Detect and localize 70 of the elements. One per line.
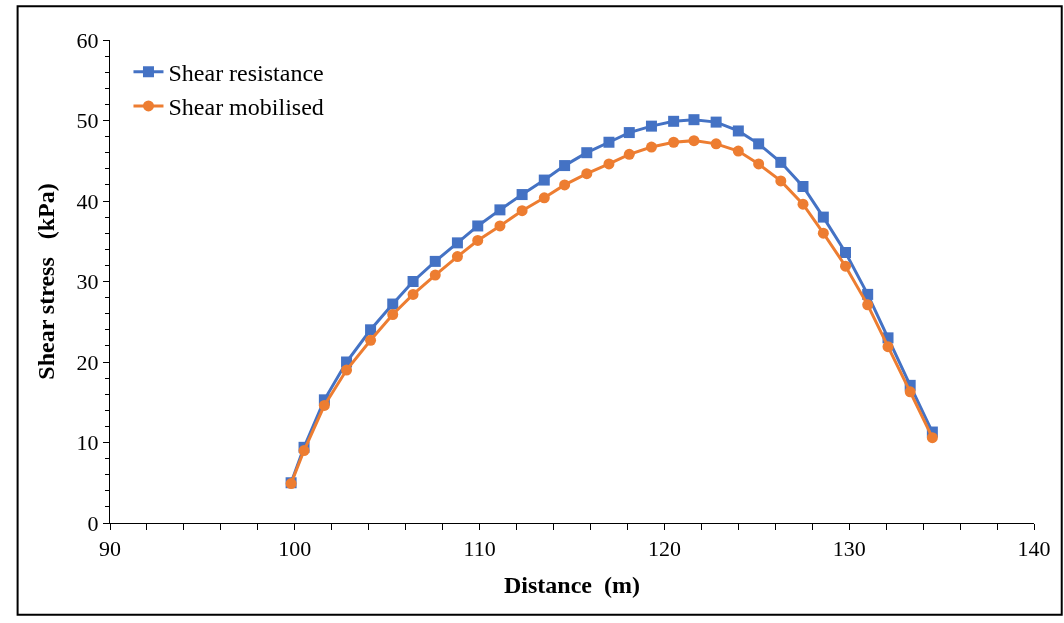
x-axis-title: Distance (m) (504, 571, 640, 598)
point (862, 299, 874, 311)
x-tick-label: 90 (99, 536, 121, 562)
x-tick-label: 140 (1017, 536, 1051, 562)
point (603, 136, 615, 148)
point (753, 158, 765, 170)
point (318, 399, 330, 411)
point (710, 116, 722, 128)
y-tick-label: 10 (76, 430, 99, 456)
point (298, 445, 310, 457)
point (429, 255, 441, 267)
point (797, 198, 809, 210)
y-tick-label: 60 (76, 27, 99, 53)
legend-label: Shear mobilised (168, 94, 324, 121)
y-axis-title: Shear stress (kPa) (32, 183, 59, 380)
point (559, 179, 571, 191)
point (840, 260, 851, 272)
x-tick-label: 130 (832, 536, 866, 562)
point (904, 386, 916, 398)
point (817, 211, 829, 223)
point (538, 174, 550, 186)
point (451, 251, 463, 263)
point (494, 220, 506, 232)
point (753, 138, 765, 150)
y-tick-label: 30 (76, 269, 99, 295)
legend-label: Shear resistance (168, 60, 324, 87)
point (688, 135, 700, 147)
x-tick-label: 100 (278, 536, 312, 562)
point (775, 175, 787, 187)
point (710, 138, 722, 150)
point (668, 115, 680, 127)
x-tick-label: 110 (463, 536, 496, 562)
point (429, 269, 441, 281)
point (775, 156, 787, 168)
point (926, 432, 938, 444)
point (387, 298, 399, 310)
point (623, 127, 635, 139)
point (797, 181, 809, 193)
point (581, 147, 593, 159)
point (688, 114, 700, 126)
x-tick-label: 120 (647, 536, 681, 562)
point (732, 145, 744, 157)
point (516, 205, 528, 217)
point (365, 334, 377, 346)
point (365, 324, 377, 336)
point (817, 227, 829, 239)
point (516, 189, 528, 201)
point (341, 364, 353, 376)
point (407, 288, 419, 300)
point (732, 125, 744, 137)
y-tick-label: 0 (87, 510, 99, 536)
point (472, 234, 484, 246)
point (559, 160, 571, 172)
y-tick-label: 50 (76, 108, 99, 134)
point (494, 204, 506, 216)
point (407, 276, 419, 287)
point (668, 136, 680, 148)
point (472, 220, 484, 232)
point (581, 168, 593, 180)
point (645, 141, 657, 153)
point (645, 120, 657, 132)
point (387, 309, 399, 321)
point (623, 148, 635, 160)
point (538, 192, 550, 204)
point (840, 247, 851, 259)
point (882, 341, 894, 353)
y-tick-label: 20 (76, 349, 99, 375)
y-tick-label: 40 (76, 188, 99, 214)
point (451, 237, 463, 249)
point (603, 158, 615, 170)
